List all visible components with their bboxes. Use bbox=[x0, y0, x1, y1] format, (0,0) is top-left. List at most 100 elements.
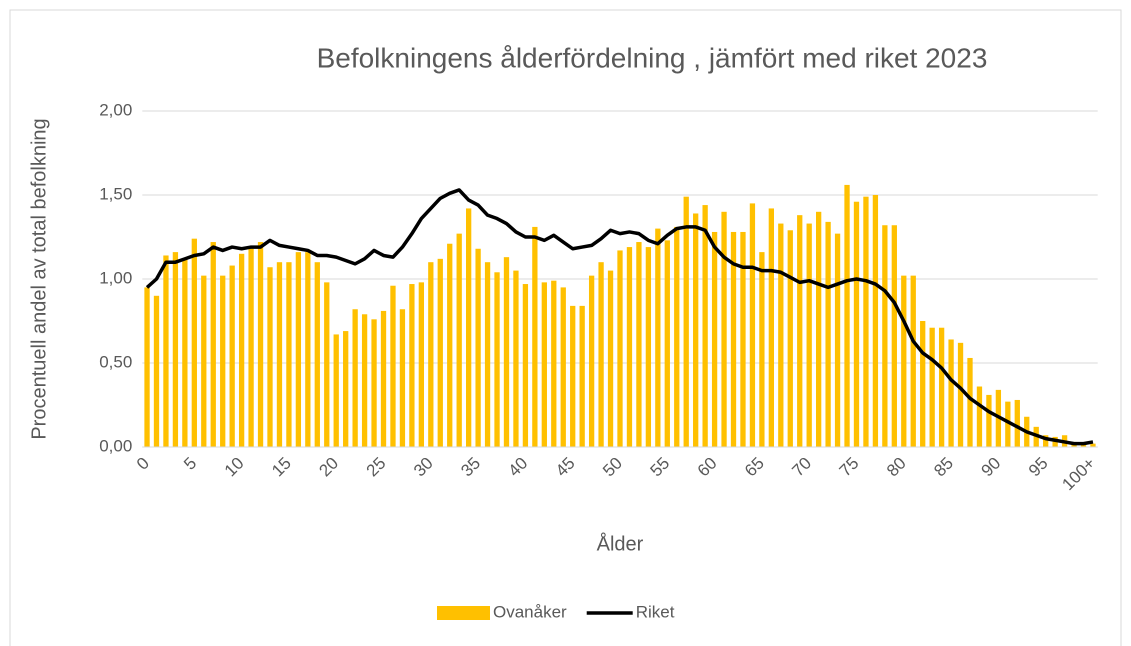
bar bbox=[314, 262, 320, 447]
bar bbox=[768, 208, 774, 447]
bar bbox=[201, 275, 207, 447]
bar bbox=[229, 265, 235, 447]
x-axis-label: Ålder bbox=[597, 532, 644, 555]
bar bbox=[655, 228, 661, 447]
x-tick-label: 0 bbox=[133, 454, 153, 474]
bar bbox=[428, 262, 434, 447]
x-tick-label: 75 bbox=[836, 454, 863, 481]
bar bbox=[570, 305, 576, 447]
x-tick-label: 25 bbox=[363, 454, 390, 481]
bar bbox=[674, 226, 680, 447]
legend-swatch bbox=[437, 606, 490, 620]
bar bbox=[447, 243, 453, 447]
x-tick-label: 65 bbox=[741, 454, 768, 481]
bar bbox=[683, 196, 689, 447]
bar bbox=[163, 255, 169, 447]
bar bbox=[267, 267, 273, 447]
bar bbox=[333, 334, 339, 447]
legend-label: Riket bbox=[636, 602, 675, 621]
bar bbox=[1005, 401, 1011, 447]
bar bbox=[324, 282, 330, 447]
x-tick-label: 100+ bbox=[1058, 454, 1099, 495]
chart-title: Befolkningens ålderfördelning , jämfört … bbox=[317, 42, 988, 73]
bar bbox=[257, 242, 264, 447]
bar bbox=[626, 247, 633, 447]
bar bbox=[957, 342, 964, 447]
bar bbox=[361, 314, 368, 447]
bar bbox=[220, 275, 226, 447]
x-tick-label: 5 bbox=[180, 454, 200, 474]
bar bbox=[834, 233, 841, 447]
bar bbox=[295, 252, 302, 447]
bar bbox=[825, 221, 831, 447]
bar bbox=[844, 184, 850, 448]
bar bbox=[891, 225, 897, 447]
x-tick-label: 60 bbox=[694, 454, 721, 481]
bar bbox=[390, 285, 396, 447]
bar bbox=[399, 309, 406, 447]
bar bbox=[418, 282, 425, 447]
bar bbox=[191, 238, 197, 447]
bar bbox=[636, 242, 642, 447]
bar bbox=[740, 231, 746, 447]
bar bbox=[437, 258, 443, 447]
bar bbox=[172, 252, 179, 447]
bar bbox=[484, 262, 491, 447]
bar bbox=[371, 319, 377, 447]
bar bbox=[513, 270, 519, 447]
x-tick-label: 85 bbox=[930, 454, 957, 481]
bar bbox=[153, 295, 160, 447]
bar bbox=[910, 275, 916, 447]
x-tick-label: 95 bbox=[1025, 454, 1052, 481]
bar bbox=[929, 327, 935, 447]
x-tick-label: 35 bbox=[457, 454, 484, 481]
bar bbox=[730, 231, 737, 447]
bar bbox=[210, 242, 216, 447]
bar bbox=[901, 275, 907, 447]
bar bbox=[541, 282, 547, 447]
bar bbox=[1014, 399, 1020, 447]
bar bbox=[588, 275, 595, 447]
bar bbox=[607, 270, 614, 447]
bar bbox=[967, 357, 973, 447]
y-axis-label: Procentuell andel av total befolkning bbox=[28, 118, 50, 439]
bar bbox=[645, 247, 652, 447]
bar bbox=[815, 211, 822, 447]
bar bbox=[986, 394, 992, 447]
x-tick-label: 15 bbox=[268, 454, 295, 481]
bar bbox=[248, 248, 254, 447]
bar bbox=[1090, 443, 1096, 447]
bar bbox=[1043, 435, 1049, 447]
x-tick-label: 10 bbox=[221, 454, 248, 481]
x-tick-label: 40 bbox=[505, 454, 532, 481]
bar bbox=[409, 284, 415, 447]
y-tick-label: 0,50 bbox=[99, 352, 132, 371]
x-tick-label: 70 bbox=[788, 454, 815, 481]
bar bbox=[749, 203, 756, 447]
x-tick-label: 55 bbox=[646, 454, 673, 481]
bar bbox=[778, 223, 784, 447]
bar bbox=[238, 253, 245, 447]
y-tick-label: 2,00 bbox=[99, 100, 132, 119]
bar bbox=[598, 262, 604, 447]
bar bbox=[144, 287, 150, 447]
bar bbox=[920, 321, 926, 447]
bar bbox=[976, 386, 983, 447]
bar bbox=[711, 231, 718, 447]
bar bbox=[343, 331, 349, 447]
bar bbox=[938, 327, 945, 447]
y-tick-label: 0,00 bbox=[99, 436, 132, 455]
x-tick-label: 30 bbox=[410, 454, 437, 481]
bar bbox=[863, 196, 869, 447]
y-tick-label: 1,00 bbox=[99, 268, 132, 287]
bar bbox=[551, 280, 557, 447]
bar bbox=[305, 252, 311, 447]
bar bbox=[503, 257, 510, 447]
bar bbox=[456, 233, 462, 447]
bar bbox=[853, 201, 860, 447]
x-tick-label: 45 bbox=[552, 454, 579, 481]
bar bbox=[380, 310, 387, 447]
bar bbox=[522, 284, 529, 447]
bar bbox=[617, 250, 623, 447]
